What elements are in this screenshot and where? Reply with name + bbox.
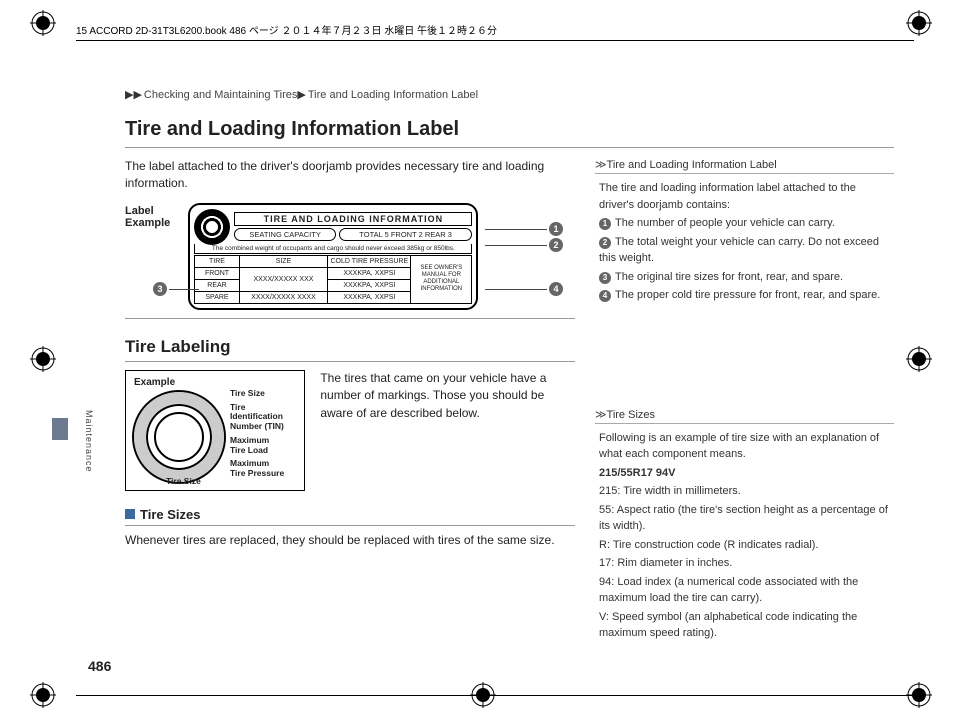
breadcrumb: ▶▶Checking and Maintaining Tires▶Tire an… <box>125 88 478 101</box>
label-title: TIRE AND LOADING INFORMATION <box>234 212 472 226</box>
combined-weight-note: The combined weight of occupants and car… <box>194 244 472 254</box>
seating-label: SEATING CAPACITY <box>234 228 336 241</box>
seating-value: TOTAL 5 FRONT 2 REAR 3 <box>339 228 472 241</box>
tire-icon <box>194 209 230 245</box>
sidebar-body-2: Following is an example of tire size wit… <box>595 430 894 656</box>
tire-size-bottom-label: Tire Size <box>166 476 201 486</box>
callout-4: 4 <box>549 282 563 296</box>
page-title: Tire and Loading Information Label <box>125 118 894 148</box>
section-side-label: Maintenance <box>84 410 94 473</box>
footer-rule <box>76 695 914 696</box>
header-meta: 15 ACCORD 2D-31T3L6200.book 486 ページ ２０１４… <box>76 22 914 41</box>
tire-labeling-text: The tires that came on your vehicle have… <box>320 370 570 422</box>
page-number: 486 <box>88 658 111 674</box>
tire-info-label: TIRE AND LOADING INFORMATION SEATING CAP… <box>188 203 478 310</box>
callout-1: 1 <box>549 222 563 236</box>
breadcrumb-part1: Checking and Maintaining Tires <box>144 89 297 101</box>
label-table: TIRE SIZE COLD TIRE PRESSURE SEE OWNER'S… <box>194 255 472 304</box>
tire-sizes-heading: Tire Sizes <box>125 507 575 526</box>
intro-text: The label attached to the driver's doorj… <box>125 158 575 193</box>
label-example: Label Example TIRE AND LOADING INFORMATI… <box>125 203 575 310</box>
callout-2: 2 <box>549 238 563 252</box>
tire-labeling-figure: Example Tire Size TireIdentificationNumb… <box>125 370 305 491</box>
sidebar-body-1: The tire and loading information label a… <box>595 180 894 318</box>
callout-3: 3 <box>153 282 167 296</box>
figure-caption: Example <box>134 377 296 388</box>
label-example-caption: Label Example <box>125 205 185 229</box>
sidebar-title-2: ≫Tire Sizes <box>595 408 894 424</box>
tire-sizes-body: Whenever tires are replaced, they should… <box>125 532 575 549</box>
sidebar-title-1: ≫Tire and Loading Information Label <box>595 158 894 174</box>
breadcrumb-part2: Tire and Loading Information Label <box>308 89 478 101</box>
tire-labeling-title: Tire Labeling <box>125 337 575 362</box>
section-tab <box>52 418 68 440</box>
